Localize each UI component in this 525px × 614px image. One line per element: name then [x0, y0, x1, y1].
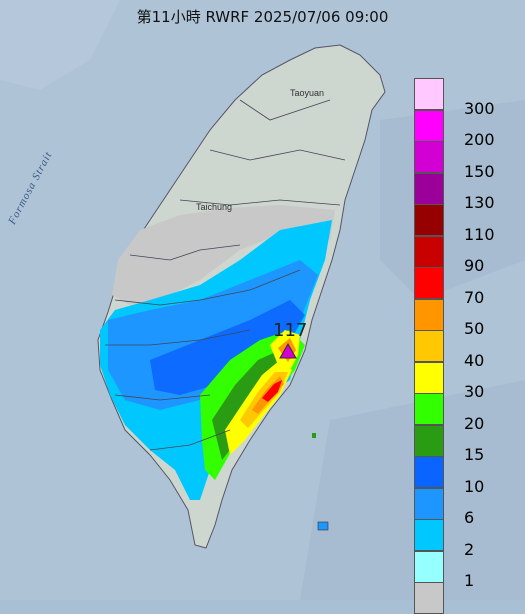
place-label-taichung: Taichung: [196, 202, 233, 212]
legend-swatch: [414, 78, 444, 110]
legend-swatch: [414, 519, 444, 551]
max-value-label: 117: [273, 320, 308, 341]
legend-label: 6: [464, 508, 475, 528]
legend-label: 10: [464, 476, 485, 496]
legend-swatch: [414, 582, 444, 614]
legend-label: 300: [464, 98, 495, 118]
legend-swatch: [414, 141, 444, 173]
legend-swatch: [414, 550, 444, 583]
legend-swatch: [414, 361, 444, 394]
legend-swatch: [414, 487, 444, 520]
legend-label: 110: [464, 224, 495, 244]
legend-label: 70: [464, 287, 485, 307]
legend-swatch: [414, 456, 444, 488]
legend-label: 15: [464, 445, 485, 465]
max-marker-icon: [279, 342, 297, 359]
legend-swatch: [414, 393, 444, 425]
legend-label: 2: [464, 539, 475, 559]
map-title: 第11小時 RWRF 2025/07/06 09:00: [136, 8, 389, 26]
legend-swatch: [414, 298, 444, 331]
rainfall-map: [97, 44, 386, 549]
legend-swatch: [414, 204, 444, 236]
legend-swatch: [414, 109, 444, 142]
legend-swatch: [414, 424, 444, 457]
legend-swatch: [414, 330, 444, 362]
legend-label: 200: [464, 130, 495, 150]
legend-swatch: [414, 172, 444, 205]
legend-swatch: [414, 267, 444, 299]
place-label-taoyuan: Taoyuan: [290, 88, 325, 98]
legend-swatch: [414, 235, 444, 268]
legend-label: 130: [464, 193, 495, 213]
legend-label: 1: [464, 571, 475, 591]
legend-label: 50: [464, 319, 485, 339]
legend-label: 90: [464, 256, 485, 276]
legend-label: 30: [464, 382, 485, 402]
legend-label: 40: [464, 350, 485, 370]
legend-label: 20: [464, 413, 485, 433]
legend-label: 150: [464, 161, 495, 181]
